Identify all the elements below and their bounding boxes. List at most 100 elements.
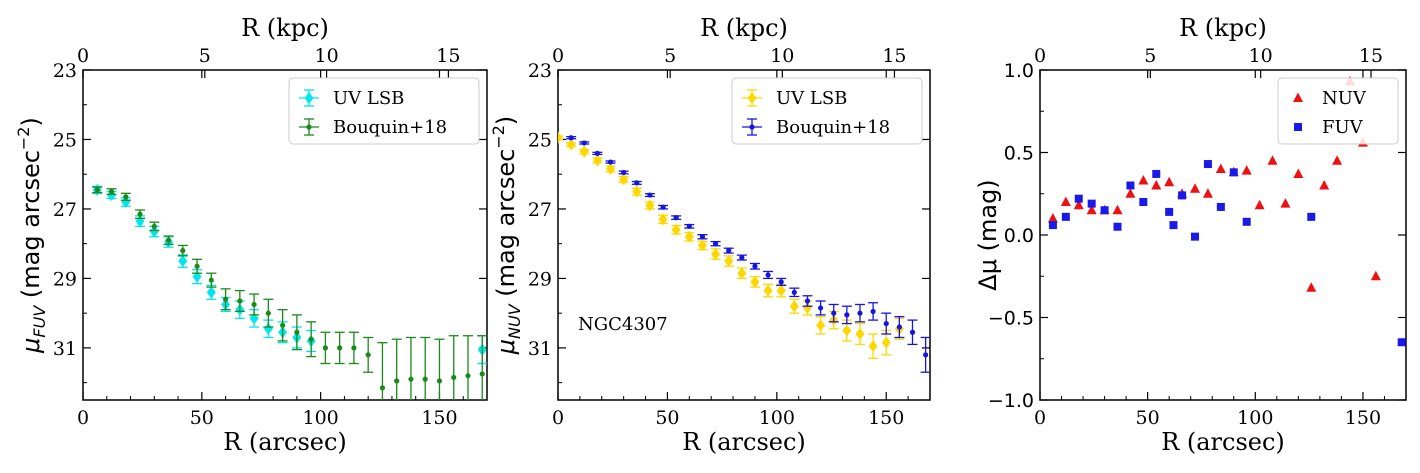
bouquin-18-point <box>923 352 929 358</box>
bouquin-18-point <box>379 385 386 391</box>
legend-item-fuv-label: FUV <box>1322 117 1364 138</box>
nuv-point <box>1319 180 1330 190</box>
y-axis-label: μNUV (mag arcsec−2) <box>489 116 524 356</box>
uv-lsb-point <box>881 336 891 349</box>
bouquin-18-point <box>465 373 471 379</box>
nuv-point <box>1202 188 1213 198</box>
bouquin-18-point <box>208 277 214 283</box>
fuv-point <box>1169 221 1178 230</box>
bouquin-18-point <box>322 345 328 351</box>
bouquin-18-point <box>621 169 627 176</box>
x-tick-label: 100 <box>1237 407 1273 429</box>
bouquin-18-point <box>408 376 414 382</box>
uv-lsb-point <box>855 328 865 340</box>
fuv-point <box>1242 217 1251 226</box>
uv-lsb-point <box>178 255 188 268</box>
y-label-symbol: μ <box>492 339 520 355</box>
y-tick-label: 29 <box>53 268 77 290</box>
uv-lsb-point <box>868 340 878 353</box>
x-axis-label: R (arcsec) <box>682 428 806 456</box>
uv-lsb-point <box>763 284 773 297</box>
bouquin-18-point <box>844 312 850 318</box>
bouquin-18-point <box>337 345 343 351</box>
delta-mu-panel: 0 50 100 150 0 5 10 15 R (arcsec) R (kpc) −1.0 −0.5… <box>974 14 1407 456</box>
legend-item-nuv-label: NUV <box>1322 88 1367 109</box>
legend-box <box>1277 77 1399 145</box>
top-x-axis-label: R (kpc) <box>1179 14 1267 42</box>
bouquin-18-point <box>108 188 115 195</box>
x-tick-label: 100 <box>303 407 339 429</box>
top-x-tick-label: 5 <box>664 45 676 67</box>
top-x-tick-label: 10 <box>1249 45 1273 67</box>
y-tick-label: 31 <box>528 338 552 360</box>
uv-lsb-point <box>206 286 216 299</box>
bouquin-18-point <box>394 378 400 384</box>
uv-lsb-point <box>802 301 812 314</box>
uv-lsb-point <box>697 239 707 252</box>
fuv-point <box>1178 191 1187 200</box>
bouquin-18-point <box>151 223 157 229</box>
y-axis-label: Δμ (mag) <box>974 179 1002 290</box>
nuv-point <box>1047 213 1058 223</box>
uv-lsb-point <box>750 275 760 288</box>
bouquin-18-point <box>778 279 784 285</box>
nuv-point <box>1112 204 1123 215</box>
bouquin-18-point <box>804 298 811 304</box>
legend-box <box>731 77 923 145</box>
bouquin-18-point <box>479 371 485 377</box>
y-label-unit: (mag arcsec <box>492 149 520 305</box>
top-x-tick-label: 5 <box>1144 45 1156 67</box>
uv-lsb-point <box>711 248 721 261</box>
x-tick-label: 100 <box>759 407 795 429</box>
bouquin-18-point <box>165 237 172 243</box>
bouquin-18-point <box>265 310 271 316</box>
bouquin-18-point <box>436 378 443 384</box>
nuv-point <box>1241 165 1252 175</box>
fuv-point <box>1126 181 1135 190</box>
fuv-point <box>1203 160 1212 169</box>
uv-lsb-point <box>789 300 799 313</box>
fuv-profile-panel: 0 50 100 150 0 5 10 15 R (arcsec) R (kpc) 23 25 27 29… <box>14 14 488 456</box>
y-tick-label: 25 <box>53 129 77 151</box>
uv-lsb-point <box>632 185 642 198</box>
fuv-point <box>1139 198 1148 206</box>
y-tick-label: −1.0 <box>988 390 1034 412</box>
bouquin-18-point <box>280 322 286 328</box>
legend-box <box>288 77 480 145</box>
bouquin-18-point <box>870 308 876 315</box>
bouquin-18-point <box>765 272 771 278</box>
uv-lsb-point <box>263 322 273 335</box>
legend-item-uv-lsb-label: UV LSB <box>776 88 847 109</box>
uv-lsb-point <box>776 284 786 297</box>
top-x-axis-label: R (kpc) <box>700 14 788 42</box>
top-x-tick-label: 0 <box>1034 45 1046 67</box>
uv-lsb-point <box>645 199 655 212</box>
legend-item-bouquin-18-marker <box>306 124 312 130</box>
top-x-tick-label: 0 <box>77 45 89 67</box>
uv-lsb-point <box>658 213 668 226</box>
y-label-sup: −2 <box>489 125 508 149</box>
uv-lsb-point <box>671 223 681 236</box>
bouquin-18-point <box>752 263 758 269</box>
y-label-sub: FUV <box>30 305 49 338</box>
nuv-point <box>1215 163 1226 173</box>
legend-item-nuv-marker <box>1293 92 1303 102</box>
x-axis-label: R (arcsec) <box>223 428 347 456</box>
top-x-tick-label: 15 <box>882 45 906 67</box>
y-tick-label: 0.0 <box>1004 225 1034 247</box>
bouquin-18-point <box>686 223 692 229</box>
bouquin-18-point <box>180 248 186 254</box>
uv-lsb-point <box>619 173 629 186</box>
nuv-point <box>1125 188 1136 198</box>
legend-item-bouquin-18-label: Bouquin+18 <box>776 117 890 138</box>
bouquin-18-point <box>739 254 745 261</box>
bouquin-18-point <box>699 234 706 240</box>
uv-lsb-point <box>121 196 131 208</box>
x-tick-label: 150 <box>868 407 904 429</box>
x-tick-label: 0 <box>552 407 564 429</box>
nuv-point <box>1151 180 1162 190</box>
y-tick-label: 23 <box>528 60 552 82</box>
legend-item-uv-lsb-marker <box>304 92 314 104</box>
x-axis-label: R (arcsec) <box>1161 428 1285 456</box>
